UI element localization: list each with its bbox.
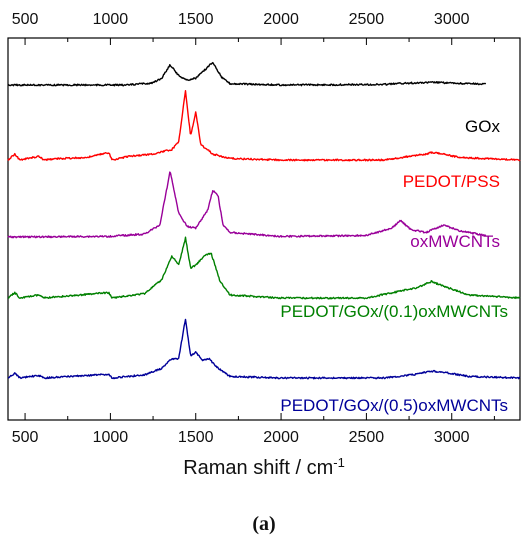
series-line-2	[7, 171, 487, 239]
bottom-tick-label: 1000	[93, 429, 129, 446]
bottom-tick-label: 2000	[263, 429, 299, 446]
series-lines	[7, 61, 521, 380]
series-line-4	[7, 318, 521, 380]
series-label-4: PEDOT/GOx/(0.5)oxMWCNTs	[280, 396, 508, 415]
top-tick-label: 2500	[349, 11, 385, 28]
series-line-1	[7, 90, 521, 162]
series-label-3: PEDOT/GOx/(0.1)oxMWCNTs	[280, 302, 508, 321]
series-line-3	[7, 236, 521, 300]
series-label-0: GOx	[465, 117, 500, 136]
plot-border	[7, 37, 521, 421]
top-tick-label: 1500	[178, 11, 214, 28]
x-axis-title-text: Raman shift / cm	[183, 457, 333, 479]
top-tick-label: 3000	[434, 11, 470, 28]
x-axis-title-superscript: -1	[333, 455, 345, 470]
top-tick-label: 1000	[93, 11, 129, 28]
series-label-2: oxMWCNTs	[410, 232, 500, 251]
top-tick-label: 2000	[263, 11, 299, 28]
bottom-tick-label: 3000	[434, 429, 470, 446]
x-axis-title: Raman shift / cm-1	[183, 455, 345, 480]
series-labels: GOx PEDOT/PSS oxMWCNTs PEDOT/GOx/(0.1)oxMWC…	[280, 117, 508, 415]
bottom-tick-label: 500	[12, 429, 39, 446]
series-line-0	[7, 61, 487, 87]
plot-frame	[7, 37, 521, 421]
bottom-tick-label: 2500	[349, 429, 385, 446]
bottom-tick-label: 1500	[178, 429, 214, 446]
bottom-axis-ticks: 500 1000 1500 2000 2500 3000	[12, 413, 495, 446]
panel-label: (a)	[252, 513, 275, 535]
top-tick-label: 500	[12, 11, 39, 28]
series-label-1: PEDOT/PSS	[403, 172, 500, 191]
top-axis-ticks: 500 1000 1500 2000 2500 3000	[12, 11, 495, 45]
